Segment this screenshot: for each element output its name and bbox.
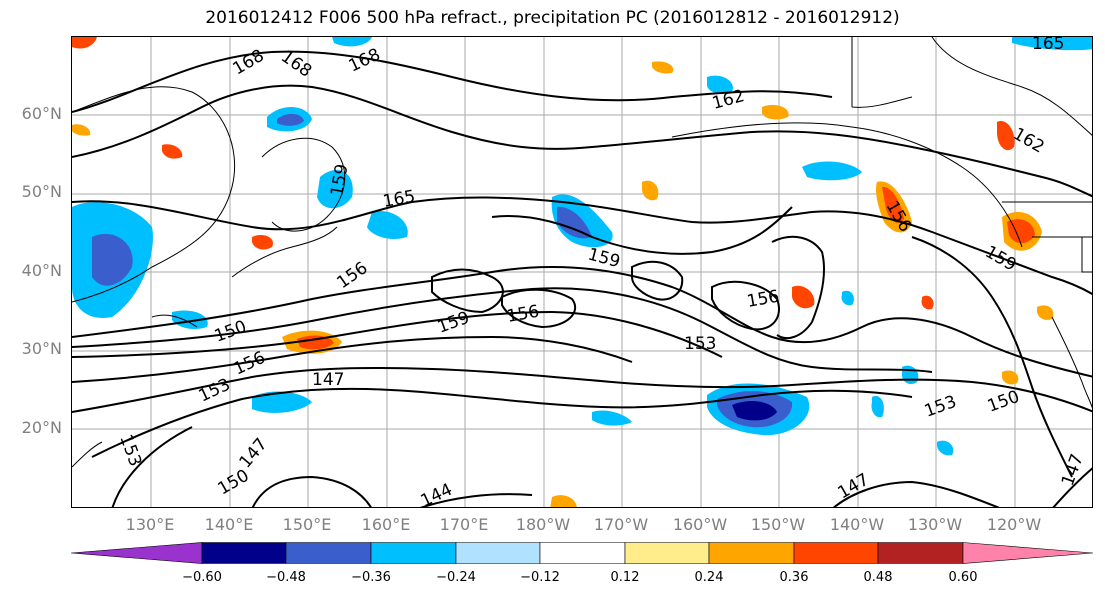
lat-label: 20°N bbox=[21, 418, 62, 437]
colorbar-segment bbox=[285, 542, 372, 564]
colorbar-segment bbox=[708, 542, 795, 564]
contour-label: 159 bbox=[435, 308, 472, 338]
colorbar-tick-label: −0.24 bbox=[436, 570, 476, 585]
graticule bbox=[72, 37, 1092, 507]
lon-label: 140°W bbox=[829, 515, 885, 534]
lon-label: 170°E bbox=[439, 515, 489, 534]
contour-label: 156 bbox=[745, 287, 780, 312]
contour-label: 153 bbox=[196, 375, 234, 407]
lon-label: 180°W bbox=[515, 515, 571, 534]
coastlines bbox=[72, 37, 1092, 468]
precip-negative-areas bbox=[72, 37, 1092, 456]
contour-label: 168 bbox=[346, 45, 384, 77]
contour-label: 168 bbox=[230, 46, 268, 80]
lon-label: 170°W bbox=[593, 515, 649, 534]
lon-label: 160°W bbox=[672, 515, 728, 534]
lat-label: 30°N bbox=[21, 339, 62, 358]
contour-label: 153 bbox=[922, 392, 959, 422]
lon-label: 130°W bbox=[907, 515, 963, 534]
contour-label: 147 bbox=[835, 470, 873, 504]
colorbar-tick-label: −0.12 bbox=[520, 570, 560, 585]
colorbar-segment bbox=[793, 542, 879, 564]
colorbar-segment bbox=[201, 542, 287, 564]
contour-label: 147 bbox=[312, 370, 344, 390]
lat-label: 60°N bbox=[21, 104, 62, 123]
contour-label: 150 bbox=[212, 317, 249, 347]
lon-label: 150°W bbox=[750, 515, 806, 534]
lat-label: 40°N bbox=[21, 261, 62, 280]
contour-label: 150 bbox=[985, 387, 1022, 417]
colorbar-tick-label: 0.24 bbox=[694, 570, 724, 585]
contour-label: 153 bbox=[684, 334, 716, 354]
contour-label: 144 bbox=[418, 480, 456, 508]
refractivity-contours bbox=[72, 50, 1092, 507]
contour-label: 165 bbox=[1032, 37, 1064, 54]
contour-label: 156 bbox=[505, 302, 540, 327]
lat-label: 50°N bbox=[21, 182, 62, 201]
lon-label: 160°E bbox=[361, 515, 411, 534]
colorbar-segment bbox=[962, 542, 1093, 564]
colorbar-segment bbox=[71, 542, 203, 564]
lon-label: 150°E bbox=[282, 515, 332, 534]
colorbar-tick-label: −0.48 bbox=[266, 570, 306, 585]
colorbar-segment bbox=[455, 542, 541, 564]
colorbar bbox=[71, 542, 1093, 564]
contour-label: 150 bbox=[215, 466, 253, 500]
map-canvas: 168 168 168 165 165 162 162 159 159 159 … bbox=[72, 37, 1092, 508]
colorbar-tick-label: 0.36 bbox=[779, 570, 809, 585]
contour-label: 159 bbox=[586, 245, 623, 273]
colorbar-segment bbox=[877, 542, 964, 564]
colorbar-tick-label: −0.36 bbox=[351, 570, 391, 585]
colorbar-tick-label: −0.60 bbox=[182, 570, 222, 585]
colorbar-segment bbox=[370, 542, 457, 564]
contour-label: 156 bbox=[333, 258, 371, 293]
colorbar-tick-label: 0.48 bbox=[863, 570, 893, 585]
lon-label: 130°E bbox=[125, 515, 175, 534]
colorbar-segment bbox=[539, 542, 626, 564]
colorbar-segment bbox=[624, 542, 710, 564]
precip-positive-areas bbox=[72, 37, 1054, 507]
map-title: 2016012412 F006 500 hPa refract., precip… bbox=[205, 8, 900, 28]
colorbar-tick-label: 0.12 bbox=[610, 570, 640, 585]
colorbar-tick-label: 0.60 bbox=[948, 570, 978, 585]
lon-label: 140°E bbox=[204, 515, 254, 534]
lon-label: 120°W bbox=[986, 515, 1042, 534]
map-panel: 168 168 168 165 165 162 162 159 159 159 … bbox=[71, 36, 1093, 508]
contour-label: 165 bbox=[381, 187, 416, 212]
colorbar-segments bbox=[71, 542, 1093, 564]
contour-label: 153 bbox=[115, 432, 145, 469]
